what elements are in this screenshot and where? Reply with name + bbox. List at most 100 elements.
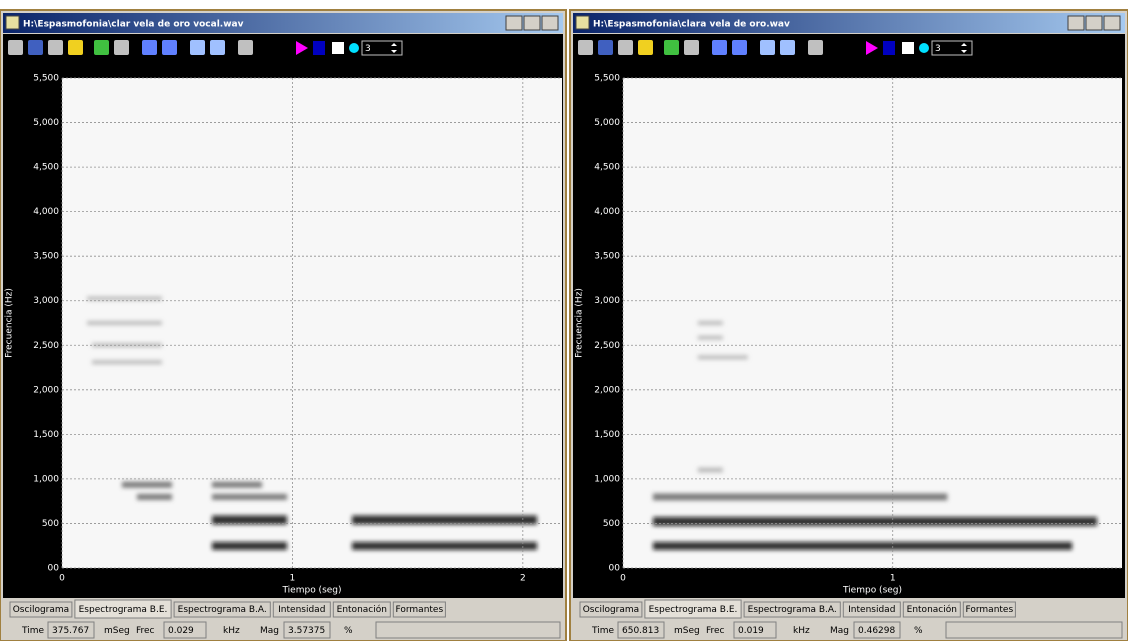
status-label: Frec (706, 626, 725, 636)
y-tick-label: 3,500 (33, 252, 59, 262)
toolbar-button[interactable] (48, 40, 63, 55)
tab-label: Espectrograma B.E. (649, 605, 738, 615)
toolbar-button[interactable] (732, 40, 747, 55)
toolbar-button[interactable] (8, 40, 23, 55)
formant-band (87, 321, 162, 325)
x-axis-label: Tiempo (seg) (281, 586, 341, 596)
tab-label: Intensidad (278, 605, 325, 615)
toolbar-button[interactable] (638, 40, 653, 55)
status-value: 0.019 (738, 626, 764, 636)
y-tick-label: 4,000 (594, 207, 620, 217)
window-title: H:\Espasmofonia\clar vela de oro vocal.w… (23, 20, 244, 30)
status-label: % (344, 626, 353, 636)
y-tick-label: 2,000 (594, 385, 620, 395)
status-value: 375.767 (52, 626, 89, 636)
toolbar-button[interactable] (808, 40, 823, 55)
spin-value: 3 (935, 44, 941, 54)
tab-label: Formantes (966, 605, 1014, 615)
formant-band (698, 321, 723, 325)
toolbar-button[interactable] (162, 40, 177, 55)
minimize-button[interactable] (1068, 16, 1084, 30)
toolbar-button[interactable] (780, 40, 795, 55)
y-tick-label: 00 (609, 564, 621, 574)
pause-button[interactable] (313, 41, 325, 55)
window: H:\Espasmofonia\clara vela de oro.wav300… (570, 10, 1128, 641)
status-label: Mag (260, 626, 279, 636)
tab-label: Oscilograma (583, 605, 639, 615)
status-value: 0.46298 (858, 626, 895, 636)
desktop: H:\Espasmofonia\clar vela de oro vocal.w… (0, 0, 1128, 641)
y-tick-label: 4,000 (33, 207, 59, 217)
status-label: kHz (793, 626, 810, 636)
x-axis-label: Tiempo (seg) (842, 586, 902, 596)
toolbar-button[interactable] (238, 40, 253, 55)
toolbar-button[interactable] (210, 40, 225, 55)
pause-button[interactable] (883, 41, 895, 55)
tab-label: Entonación (907, 604, 957, 615)
toolbar-button[interactable] (760, 40, 775, 55)
toolbar-button[interactable] (68, 40, 83, 55)
y-tick-label: 00 (48, 564, 60, 574)
maximize-button[interactable] (524, 16, 540, 30)
toolbar-button[interactable] (114, 40, 129, 55)
toolbar-button[interactable] (94, 40, 109, 55)
y-tick-label: 3,000 (594, 296, 620, 306)
toolbar-button[interactable] (664, 40, 679, 55)
tab-label: Oscilograma (13, 605, 69, 615)
toolbar-button[interactable] (578, 40, 593, 55)
y-axis-label: Frecuencia (Hz) (575, 288, 585, 358)
y-tick-label: 4,500 (33, 163, 59, 173)
tab-label: Espectrograma B.A. (748, 605, 837, 615)
formant-band (87, 297, 162, 301)
y-tick-label: 5,500 (594, 74, 620, 84)
toolbar-button[interactable] (684, 40, 699, 55)
close-button[interactable] (542, 16, 558, 30)
formant-band (212, 542, 287, 550)
tab-label: Espectrograma B.E. (79, 605, 168, 615)
close-button[interactable] (1104, 16, 1120, 30)
status-label: % (914, 626, 923, 636)
app-icon (6, 16, 19, 29)
y-tick-label: 1,500 (33, 430, 59, 440)
formant-band (212, 494, 287, 500)
status-value: 650.813 (622, 626, 659, 636)
tab-label: Intensidad (848, 605, 895, 615)
status-label: Frec (136, 626, 155, 636)
toolbar-button[interactable] (28, 40, 43, 55)
toolbar-button[interactable] (598, 40, 613, 55)
toolbar-button[interactable] (618, 40, 633, 55)
y-tick-label: 5,000 (594, 118, 620, 128)
toolbar-button[interactable] (142, 40, 157, 55)
y-tick-label: 500 (42, 519, 59, 529)
status-label: mSeg (104, 626, 130, 636)
formant-band (122, 482, 172, 488)
status-value: 0.029 (168, 626, 194, 636)
formant-band (92, 360, 162, 364)
formant-band (137, 494, 172, 500)
maximize-button[interactable] (1086, 16, 1102, 30)
toolbar-button[interactable] (190, 40, 205, 55)
stop-button[interactable] (332, 42, 344, 54)
y-tick-label: 4,500 (594, 163, 620, 173)
y-axis-label: Frecuencia (Hz) (5, 288, 15, 358)
x-tick-label: 0 (59, 574, 65, 584)
spin-value: 3 (365, 44, 371, 54)
minimize-button[interactable] (506, 16, 522, 30)
y-tick-label: 5,000 (33, 118, 59, 128)
toolbar-button[interactable] (712, 40, 727, 55)
tab-label: Formantes (396, 605, 444, 615)
formant-band (212, 482, 262, 488)
formant-band (698, 355, 748, 359)
formant-band (653, 517, 1097, 526)
y-tick-label: 500 (603, 519, 620, 529)
record-button[interactable] (349, 43, 359, 53)
stop-button[interactable] (902, 42, 914, 54)
x-tick-label: 0 (620, 574, 626, 584)
y-tick-label: 1,000 (594, 474, 620, 484)
y-tick-label: 2,500 (594, 341, 620, 351)
x-tick-label: 1 (290, 574, 296, 584)
record-button[interactable] (919, 43, 929, 53)
status-label: Time (591, 626, 614, 636)
tab-label: Espectrograma B.A. (178, 605, 267, 615)
y-tick-label: 2,000 (33, 385, 59, 395)
